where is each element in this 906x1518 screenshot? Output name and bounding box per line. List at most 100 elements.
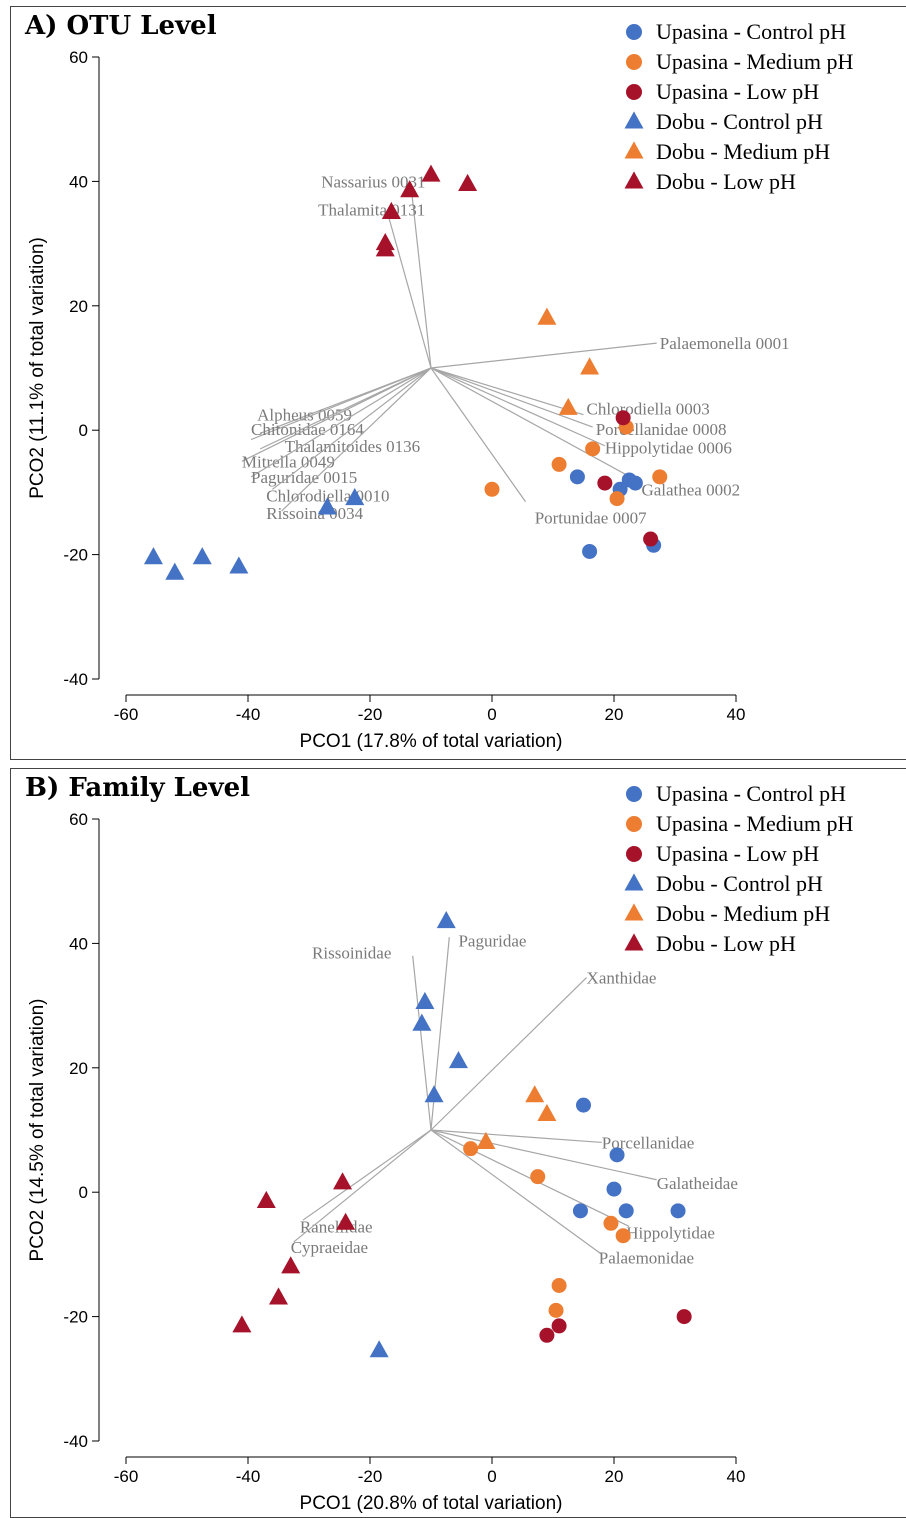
x-tick-label: 40 — [727, 1467, 746, 1486]
vector-label: Nassarius 0031 — [321, 172, 425, 191]
data-point-triangle — [281, 1256, 301, 1274]
x-tick-label: -40 — [236, 705, 261, 724]
x-tick-label: 20 — [605, 705, 624, 724]
legend-marker — [624, 111, 644, 129]
data-point-triangle — [525, 1085, 545, 1103]
legend-marker — [624, 933, 644, 951]
legend-label: Dobu - Low pH — [656, 931, 796, 956]
legend-label: Upasina - Low pH — [656, 841, 819, 866]
vector-line — [293, 1129, 432, 1243]
vector-line — [412, 955, 432, 1131]
vector-label: Hippolytidae 0006 — [605, 439, 732, 458]
data-point-circle — [670, 1203, 686, 1219]
vector-line — [430, 342, 657, 369]
data-point-circle — [643, 531, 659, 547]
vector-line — [250, 367, 432, 478]
y-axis-label: PCO2 (14.5% of total variation) — [27, 999, 48, 1262]
vector-line — [272, 367, 432, 490]
x-axis-label: PCO1 (17.8% of total variation) — [300, 731, 563, 752]
y-axis-label: PCO2 (11.1% of total variation) — [27, 237, 48, 499]
data-point-triangle — [345, 488, 365, 506]
y-tick-label: 0 — [79, 1183, 88, 1202]
vector-label: Thalamita 0131 — [318, 200, 425, 219]
legend-marker — [624, 171, 644, 189]
vector-label: Portunidae 0007 — [535, 508, 647, 527]
y-tick-label: -20 — [63, 546, 88, 565]
data-point-circle — [569, 469, 585, 485]
data-point-triangle — [412, 1013, 432, 1031]
chart-b: B) Family Level -40 -20 0 20 40 60 -60 -40 -20 0 20… — [25, 773, 853, 1514]
legend-marker — [624, 903, 644, 921]
y-tick-label: 20 — [69, 1059, 88, 1078]
vector-label: Cypraeidae — [291, 1238, 368, 1257]
data-point-circle — [585, 441, 601, 457]
data-point-triangle — [537, 1103, 557, 1121]
vector-line — [430, 1129, 603, 1255]
panel-a: A) OTU Level -40 -20 0 20 40 60 -60 -40 -20 0 20 40 P… — [10, 6, 906, 760]
data-point-circle — [603, 1215, 619, 1231]
data-point-circle — [615, 410, 631, 426]
y-tick-label: -40 — [63, 1432, 88, 1451]
data-point-triangle — [436, 911, 456, 929]
x-tick-label: -20 — [358, 705, 383, 724]
vector-line — [281, 367, 432, 512]
data-point-triangle — [143, 547, 163, 565]
vector-line — [410, 190, 432, 369]
vector-label: Galatheidae — [657, 1174, 738, 1193]
data-point-circle — [676, 1309, 692, 1325]
legend-marker — [626, 84, 642, 100]
legend-label: Upasina - Low pH — [656, 79, 819, 104]
legend-marker — [626, 846, 642, 862]
vector-label: Galathea 0002 — [641, 480, 740, 499]
data-point-triangle — [256, 1190, 276, 1209]
vector-label: Hippolytidae — [626, 1224, 715, 1243]
data-point-triangle — [333, 1172, 353, 1190]
data-point-triangle — [476, 1131, 496, 1149]
vector-label: Xanthidae — [587, 969, 657, 988]
vector-line — [430, 367, 527, 503]
vector-label: Porcellanidae — [602, 1133, 695, 1152]
legend-marker — [624, 873, 644, 891]
x-tick-label: -20 — [358, 1467, 383, 1486]
data-point-triangle — [421, 164, 441, 182]
data-point-circle — [606, 1181, 622, 1197]
vector-label: Mitrella 0049 — [242, 452, 335, 471]
data-point-triangle — [558, 397, 578, 415]
data-point-triangle — [458, 173, 478, 192]
x-tick-label: -60 — [114, 705, 139, 724]
vector-line — [430, 1129, 602, 1144]
data-point-triangle — [232, 1315, 252, 1333]
data-point-triangle — [537, 307, 557, 325]
legend-marker — [626, 24, 642, 40]
y-tick-label: 60 — [69, 48, 88, 67]
legend-label: Dobu - Control pH — [656, 871, 823, 896]
data-point-circle — [609, 1147, 625, 1163]
legend-label: Upasina - Medium pH — [656, 811, 853, 836]
data-point-triangle — [580, 357, 600, 375]
vector-label: Palaemonella 0001 — [660, 334, 790, 353]
data-point-circle — [652, 469, 668, 485]
y-tick-label: 0 — [79, 421, 88, 440]
vector-line — [430, 1129, 657, 1181]
vector-line — [250, 367, 432, 441]
data-point-triangle — [192, 547, 212, 565]
data-point-triangle — [317, 497, 337, 515]
data-point-triangle — [375, 239, 395, 257]
legend-label: Dobu - Medium pH — [656, 901, 830, 926]
vector-label: Palaemonidae — [599, 1249, 694, 1268]
legend-label: Upasina - Control pH — [656, 19, 846, 44]
data-point-circle — [627, 475, 643, 491]
vector-label: Thalamitoides 0136 — [285, 437, 421, 456]
data-point-circle — [530, 1169, 546, 1185]
data-point-circle — [609, 491, 625, 507]
vector-line — [430, 367, 642, 484]
data-point-circle — [615, 1228, 631, 1244]
vector-line — [430, 367, 584, 416]
chart-title: A) OTU Level — [24, 11, 217, 41]
vector-label: Rissoinidae — [312, 944, 391, 963]
vector-label: Alpheus 0059 — [257, 406, 352, 425]
legend-marker — [624, 141, 644, 159]
data-point-triangle — [381, 201, 401, 219]
data-point-circle — [618, 1203, 634, 1219]
data-point-circle — [463, 1141, 479, 1157]
